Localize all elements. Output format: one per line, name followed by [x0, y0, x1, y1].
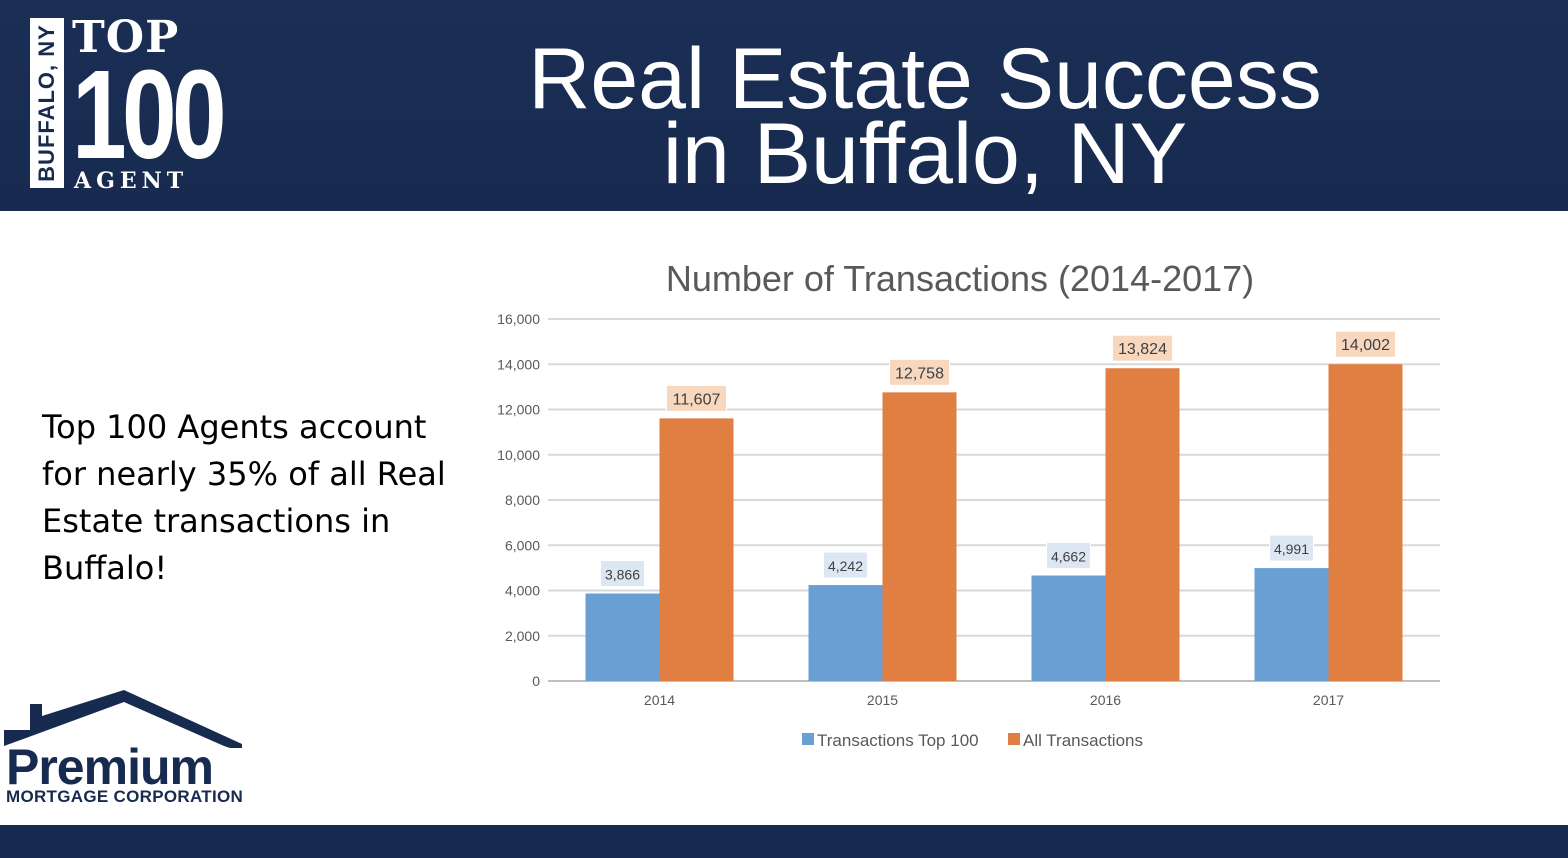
top-100-agent-logo: BUFFALO, NY TOP 100 AGENT — [30, 12, 227, 194]
bar — [1254, 568, 1329, 681]
data-label: 14,002 — [1341, 337, 1390, 354]
bar — [659, 418, 734, 681]
footer-bar — [0, 825, 1568, 858]
house-roof-icon — [4, 690, 242, 748]
logo-top-word: TOP — [72, 12, 180, 63]
data-label-box — [666, 384, 727, 412]
side-note: Top 100 Agents account for nearly 35% of… — [42, 408, 446, 587]
data-label: 4,991 — [1274, 541, 1309, 557]
data-label-box — [889, 358, 950, 386]
bar — [585, 593, 660, 681]
y-tick-label: 12,000 — [497, 402, 540, 418]
x-tick-label: 2017 — [1313, 692, 1344, 708]
title-line-1: Real Estate Success — [528, 31, 1322, 127]
legend-swatch — [1008, 733, 1020, 745]
logo-number: 100 — [72, 44, 227, 185]
x-tick-label: 2014 — [644, 692, 675, 708]
bar — [1328, 364, 1403, 681]
y-tick-label: 8,000 — [505, 492, 540, 508]
bar — [808, 585, 883, 681]
data-label: 13,824 — [1118, 341, 1167, 358]
data-label: 4,662 — [1051, 549, 1086, 565]
logo-agent-word: AGENT — [74, 168, 189, 194]
header-banner — [0, 0, 1568, 211]
logo-location-strip: BUFFALO, NY — [30, 18, 64, 188]
data-label-box — [823, 551, 868, 579]
data-label: 12,758 — [895, 365, 944, 382]
company-name: Premium — [6, 739, 214, 795]
data-label-box — [1046, 542, 1091, 570]
x-tick-label: 2016 — [1090, 692, 1121, 708]
bar — [1031, 575, 1106, 681]
y-tick-label: 0 — [532, 673, 540, 689]
bar — [882, 392, 957, 681]
data-label: 11,607 — [673, 391, 721, 408]
legend-swatch — [802, 733, 814, 745]
data-label-box — [1335, 330, 1396, 358]
y-tick-label: 4,000 — [505, 583, 540, 599]
bar — [1105, 368, 1180, 681]
y-tick-label: 6,000 — [505, 537, 540, 553]
title-line-2: in Buffalo, NY — [662, 106, 1188, 202]
y-tick-label: 10,000 — [497, 447, 540, 463]
y-tick-label: 2,000 — [505, 628, 540, 644]
page-title: Real Estate Success in Buffalo, NY — [300, 31, 1550, 202]
data-label: 4,242 — [828, 558, 863, 574]
x-tick-label: 2015 — [867, 692, 898, 708]
data-label-box — [600, 560, 645, 588]
company-subtitle: MORTGAGE CORPORATION — [6, 787, 244, 806]
premium-mortgage-logo: Premium MORTGAGE CORPORATION — [2, 688, 247, 808]
data-label-box — [1269, 534, 1314, 562]
legend-label: All Transactions — [1023, 731, 1143, 750]
y-tick-label: 16,000 — [497, 311, 540, 327]
legend-label: Transactions Top 100 — [817, 731, 979, 750]
chart-title: Number of Transactions (2014-2017) — [665, 258, 1255, 299]
y-tick-label: 14,000 — [497, 356, 540, 372]
data-label-box — [1112, 334, 1173, 362]
data-label: 3,866 — [605, 567, 640, 583]
